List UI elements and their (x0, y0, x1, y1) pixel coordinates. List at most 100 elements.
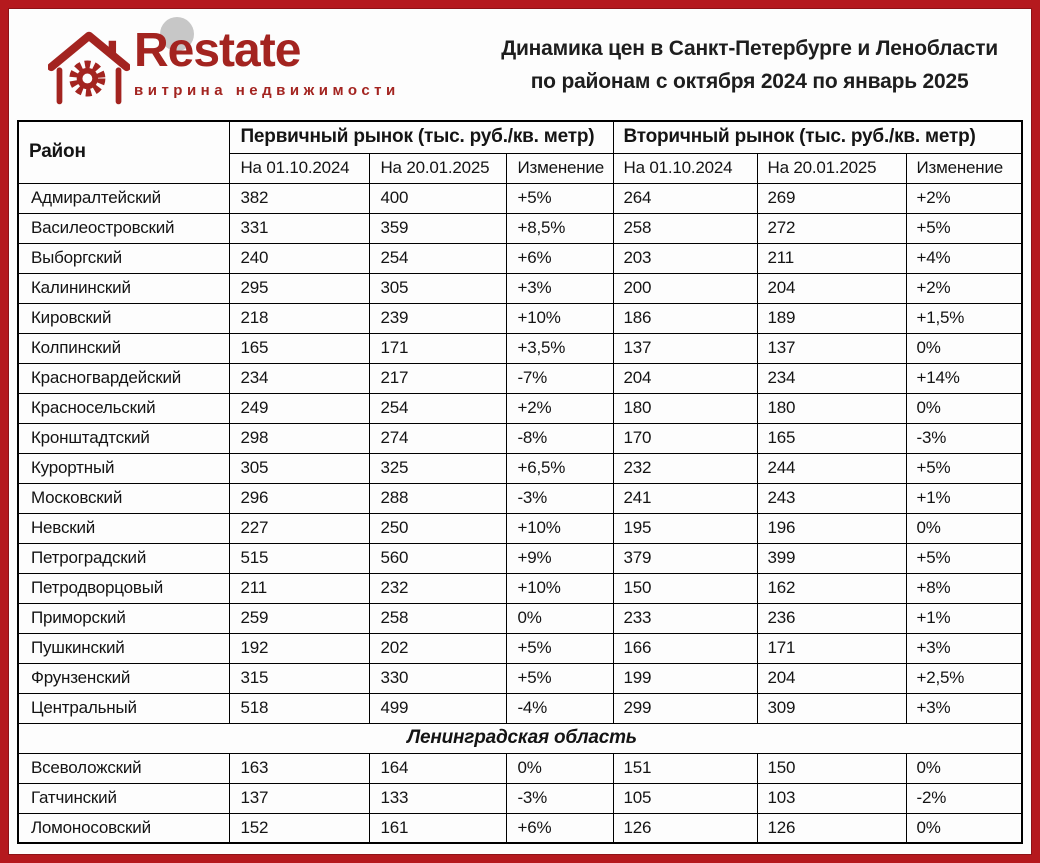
value-cell: 243 (756, 482, 907, 514)
value-cell: 171 (369, 332, 508, 364)
value-cell: +2% (905, 182, 1023, 214)
value-cell: 196 (756, 512, 907, 544)
value-cell: 165 (229, 332, 371, 364)
district-cell: Калининский (17, 272, 231, 304)
value-cell: 234 (756, 362, 907, 394)
value-cell: 202 (369, 632, 508, 664)
value-cell: 254 (369, 392, 508, 424)
value-cell: -2% (905, 782, 1023, 814)
district-cell: Невский (17, 512, 231, 544)
title-line-2: по районам с октября 2024 по январь 2025 (530, 70, 969, 93)
section-band-row: Ленинградская область (17, 722, 1023, 754)
value-cell: 269 (756, 182, 907, 214)
value-cell: 240 (229, 242, 371, 274)
value-cell: 171 (756, 632, 907, 664)
value-cell: 192 (229, 632, 371, 664)
value-cell: 236 (756, 602, 907, 634)
table-row: Курортный 305 325 +6,5% 232 244 +5% (17, 452, 1023, 484)
value-cell: 233 (612, 602, 758, 634)
value-cell: 162 (756, 572, 907, 604)
value-cell: 0% (905, 512, 1023, 544)
district-cell: Гатчинский (17, 782, 231, 814)
subheader-primary-change: Изменение (506, 152, 614, 184)
district-cell: Пушкинский (17, 632, 231, 664)
table-row: Калининский 295 305 +3% 200 204 +2% (17, 272, 1023, 304)
value-cell: 103 (756, 782, 907, 814)
table-row: Петродворцовый 211 232 +10% 150 162 +8% (17, 572, 1023, 604)
value-cell: 258 (369, 602, 508, 634)
value-cell: 186 (612, 302, 758, 334)
value-cell: 515 (229, 542, 371, 574)
district-cell: Выборгский (17, 242, 231, 274)
value-cell: 382 (229, 182, 371, 214)
value-cell: 150 (756, 752, 907, 784)
value-cell: 204 (756, 272, 907, 304)
table-row: Ломоносовский 152 161 +6% 126 126 0% (17, 812, 1023, 844)
value-cell: +10% (506, 512, 614, 544)
district-cell: Красносельский (17, 392, 231, 424)
value-cell: 0% (905, 752, 1023, 784)
district-cell: Кронштадтский (17, 422, 231, 454)
value-cell: 204 (612, 362, 758, 394)
header-secondary-market: Вторичный рынок (тыс. руб./кв. метр) (612, 120, 1023, 154)
value-cell: 400 (369, 182, 508, 214)
value-cell: 0% (905, 812, 1023, 844)
value-cell: +8,5% (506, 212, 614, 244)
value-cell: 151 (612, 752, 758, 784)
value-cell: 241 (612, 482, 758, 514)
district-cell: Центральный (17, 692, 231, 724)
value-cell: 330 (369, 662, 508, 694)
value-cell: 305 (369, 272, 508, 304)
value-cell: 264 (612, 182, 758, 214)
district-cell: Петродворцовый (17, 572, 231, 604)
value-cell: 200 (612, 272, 758, 304)
table-row: Красногвардейский 234 217 -7% 204 234 +14% (17, 362, 1023, 394)
value-cell: +10% (506, 572, 614, 604)
subheader-secondary-change: Изменение (905, 152, 1023, 184)
table-row: Всеволожский 163 164 0% 151 150 0% (17, 752, 1023, 784)
brand-name-text: Restate (134, 24, 301, 77)
table-row: Центральный 518 499 -4% 299 309 +3% (17, 692, 1023, 724)
value-cell: +6% (506, 242, 614, 274)
value-cell: 325 (369, 452, 508, 484)
value-cell: +9% (506, 542, 614, 574)
value-cell: 309 (756, 692, 907, 724)
leningrad-oblast-rows-body: Всеволожский 163 164 0% 151 150 0% Гатчинский 13… (17, 752, 1023, 844)
subheader-primary-date2: На 20.01.2025 (369, 152, 508, 184)
table-row: Колпинский 165 171 +3,5% 137 137 0% (17, 332, 1023, 364)
value-cell: 295 (229, 272, 371, 304)
value-cell: 199 (612, 662, 758, 694)
header-primary-market: Первичный рынок (тыс. руб./кв. метр) (229, 120, 614, 154)
table-row: Кронштадтский 298 274 -8% 170 165 -3% (17, 422, 1023, 454)
value-cell: 137 (229, 782, 371, 814)
value-cell: 560 (369, 542, 508, 574)
value-cell: +1,5% (905, 302, 1023, 334)
value-cell: 152 (229, 812, 371, 844)
value-cell: 0% (506, 602, 614, 634)
value-cell: 180 (756, 392, 907, 424)
value-cell: +6,5% (506, 452, 614, 484)
value-cell: 379 (612, 542, 758, 574)
value-cell: +3% (905, 692, 1023, 724)
value-cell: 315 (229, 662, 371, 694)
value-cell: +5% (506, 182, 614, 214)
value-cell: 298 (229, 422, 371, 454)
value-cell: 0% (506, 752, 614, 784)
value-cell: 288 (369, 482, 508, 514)
value-cell: 161 (369, 812, 508, 844)
value-cell: 274 (369, 422, 508, 454)
table-row: Гатчинский 137 133 -3% 105 103 -2% (17, 782, 1023, 814)
value-cell: 0% (905, 332, 1023, 364)
district-cell: Красногвардейский (17, 362, 231, 394)
table-row: Фрунзенский 315 330 +5% 199 204 +2,5% (17, 662, 1023, 694)
value-cell: 227 (229, 512, 371, 544)
value-cell: 499 (369, 692, 508, 724)
value-cell: 249 (229, 392, 371, 424)
value-cell: +3,5% (506, 332, 614, 364)
value-cell: 518 (229, 692, 371, 724)
value-cell: 203 (612, 242, 758, 274)
value-cell: 272 (756, 212, 907, 244)
value-cell: 105 (612, 782, 758, 814)
value-cell: +1% (905, 482, 1023, 514)
header-district: Район (17, 120, 231, 184)
